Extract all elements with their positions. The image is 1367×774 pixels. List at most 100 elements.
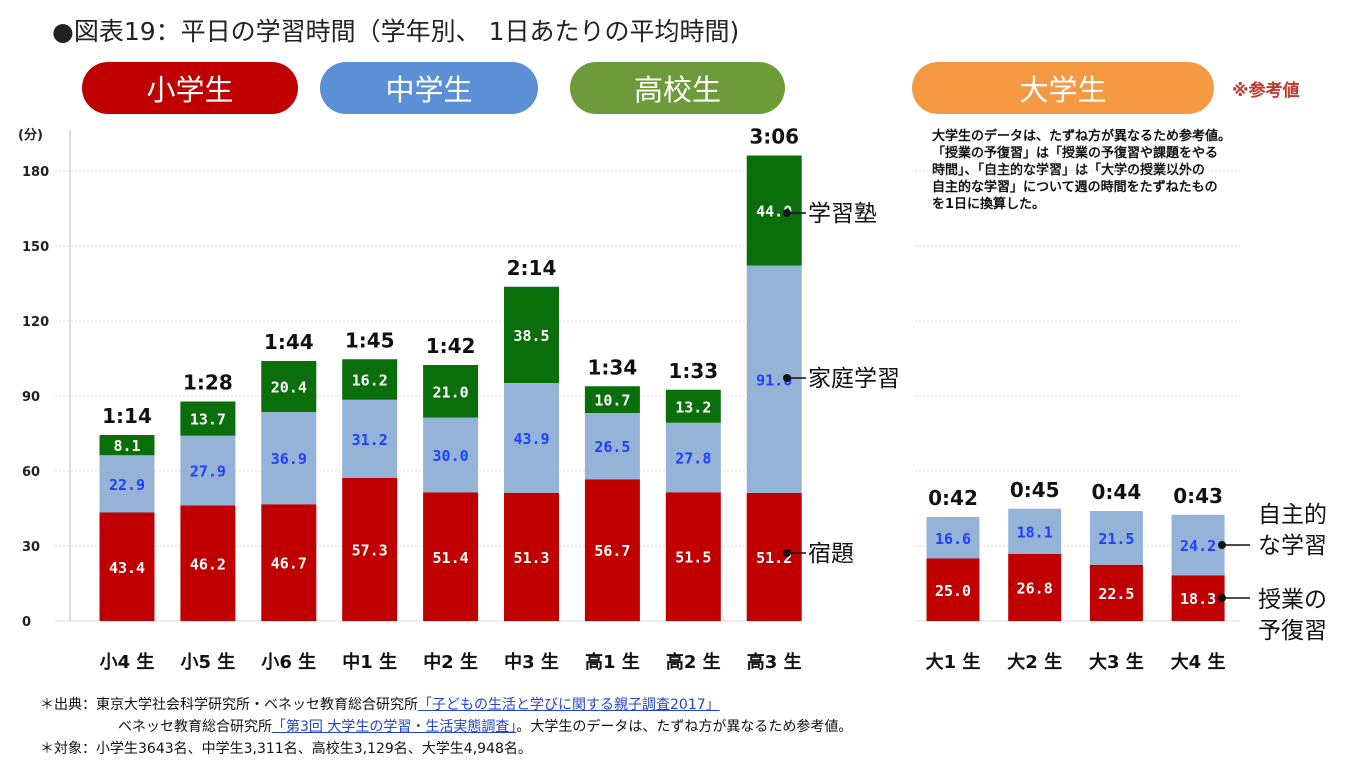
school-bar-segment xyxy=(261,361,317,412)
school-bar-segment xyxy=(261,412,317,505)
university-bar-segment xyxy=(926,558,980,621)
school-total-label: 3:06 xyxy=(749,125,799,149)
legend-katei: 家庭学習 xyxy=(808,366,900,392)
school-value-label: 44.0 xyxy=(756,203,792,221)
school-value-label: 30.0 xyxy=(433,447,469,465)
footer-target: ＊対象：小学生3643名、中学生3,311名、高校生3,129名、大学生4,94… xyxy=(40,741,532,757)
junior-high-label: 中学生 xyxy=(320,62,538,114)
legend-shukudai-marker xyxy=(783,549,791,557)
school-bar-segment xyxy=(99,435,155,456)
reference-value-label: ※参考値 xyxy=(1232,81,1300,101)
school-total-label: 1:33 xyxy=(668,359,718,383)
school-category-label: 中2 生 xyxy=(423,651,478,673)
school-value-label: 51.4 xyxy=(433,549,469,567)
source-link-survey-2017[interactable]: 「子どもの生活と学びに関する親子調査2017」 xyxy=(418,697,720,713)
school-bar-segment xyxy=(99,512,155,621)
school-bar-segment xyxy=(342,359,398,400)
school-bar-segment xyxy=(665,389,721,423)
elementary-label: 小学生 xyxy=(82,62,298,114)
school-value-label: 27.9 xyxy=(190,463,226,481)
school-value-label: 22.9 xyxy=(109,476,145,494)
school-bar-segment xyxy=(423,417,479,493)
university-category-label: 大1 生 xyxy=(926,651,981,673)
legend-jugyo-line1: 授業の xyxy=(1258,587,1327,613)
footer-source-suffix: 。大学生のデータは、たずね方が異なるため参考値。 xyxy=(516,719,853,735)
school-bar-segment xyxy=(665,492,721,621)
university-bar-segment xyxy=(1089,511,1143,565)
y-tick-label: 150 xyxy=(22,240,49,255)
school-value-label: 20.4 xyxy=(271,379,307,397)
school-value-label: 43.9 xyxy=(513,430,549,448)
school-value-label: 16.2 xyxy=(352,372,388,390)
school-bar-segment xyxy=(665,422,721,493)
school-bar-segment xyxy=(504,492,559,621)
school-value-label: 56.7 xyxy=(594,542,630,560)
university-category-label: 大3 生 xyxy=(1089,651,1144,673)
school-total-label: 1:14 xyxy=(102,404,152,428)
note-line: 「授業の予復習」は「授業の予復習や課題をやる xyxy=(932,146,1219,161)
legend-jugyo-line2: 予復習 xyxy=(1258,618,1327,644)
school-total-label: 2:14 xyxy=(507,256,557,280)
legend-shukudai: 宿題 xyxy=(808,541,854,567)
school-bar-segment xyxy=(584,386,640,413)
school-bar-segment xyxy=(261,504,317,621)
footer-source-prefix: ＊出典：東京大学社会科学研究所・ベネッセ教育総合研究所 xyxy=(40,697,418,713)
note-line: 大学生のデータは、たずね方が異なるため参考値。 xyxy=(932,129,1232,144)
school-value-label: 38.5 xyxy=(513,327,549,345)
university-bar-segment xyxy=(1008,508,1062,554)
school-category-label: 高1 生 xyxy=(585,651,640,673)
school-value-label: 31.2 xyxy=(352,431,388,449)
school-bar-segment xyxy=(504,383,559,493)
school-bar-segment xyxy=(342,477,398,621)
high-school-label: 高校生 xyxy=(570,62,785,114)
school-bar-segment xyxy=(99,455,155,513)
school-value-label: 27.8 xyxy=(675,450,711,468)
footer-source-prefix: ベネッセ教育総合研究所 xyxy=(118,719,272,735)
school-category-label: 小6 生 xyxy=(261,651,316,673)
school-total-label: 1:34 xyxy=(588,355,638,379)
school-total-label: 1:42 xyxy=(426,334,476,358)
legend-jishu-marker xyxy=(1218,541,1226,549)
school-category-label: 高2 生 xyxy=(666,651,721,673)
footer-source-1: ＊出典：東京大学社会科学研究所・ベネッセ教育総合研究所「子どもの生活と学びに関す… xyxy=(40,694,720,714)
school-value-label: 21.0 xyxy=(433,383,469,401)
note-line: 自主的な学習」について週の時間をたずねたもの xyxy=(932,180,1218,195)
university-value-label: 22.5 xyxy=(1098,585,1134,603)
university-bar-segment xyxy=(1089,564,1143,621)
school-category-label: 中1 生 xyxy=(342,651,397,673)
university-value-label: 24.2 xyxy=(1180,537,1216,555)
footer-source-2: ベネッセ教育総合研究所「第3回 大学生の学習・生活実態調査」。大学生のデータは、… xyxy=(118,716,852,736)
school-value-label: 8.1 xyxy=(113,437,140,455)
school-value-label: 13.2 xyxy=(675,398,711,416)
legend-jishu-line1: 自主的 xyxy=(1258,502,1327,528)
university-bar-segment xyxy=(1171,514,1225,576)
school-value-label: 51.3 xyxy=(513,549,549,567)
legend-jishu-line2: な学習 xyxy=(1258,533,1327,559)
university-value-label: 25.0 xyxy=(935,582,971,600)
university-label: 大学生 xyxy=(912,62,1214,114)
school-total-label: 1:45 xyxy=(345,328,395,352)
school-bar-segment xyxy=(180,505,236,621)
university-value-label: 18.3 xyxy=(1180,590,1216,608)
school-bar-segment xyxy=(746,265,802,493)
school-value-label: 36.9 xyxy=(271,450,307,468)
source-link-university-survey[interactable]: 「第3回 大学生の学習・生活実態調査」 xyxy=(272,719,517,735)
school-value-label: 46.7 xyxy=(271,555,307,573)
school-bar-segment xyxy=(342,399,398,478)
school-bar-segment xyxy=(180,435,236,506)
school-value-label: 51.5 xyxy=(675,549,711,567)
y-tick-label: 0 xyxy=(22,615,31,630)
university-bar-segment xyxy=(1008,554,1062,621)
school-bar-segment xyxy=(584,479,640,621)
school-total-label: 1:44 xyxy=(264,330,314,354)
university-bar-segment xyxy=(1171,575,1225,621)
university-total-label: 0:42 xyxy=(928,486,978,510)
university-total-label: 0:43 xyxy=(1173,484,1223,508)
university-value-label: 16.6 xyxy=(935,530,971,548)
school-bar-segment xyxy=(423,492,479,621)
school-total-label: 1:28 xyxy=(183,371,233,395)
university-value-label: 26.8 xyxy=(1017,580,1053,598)
y-tick-label: 30 xyxy=(22,540,40,555)
note-line: を1日に換算した。 xyxy=(932,197,1046,212)
